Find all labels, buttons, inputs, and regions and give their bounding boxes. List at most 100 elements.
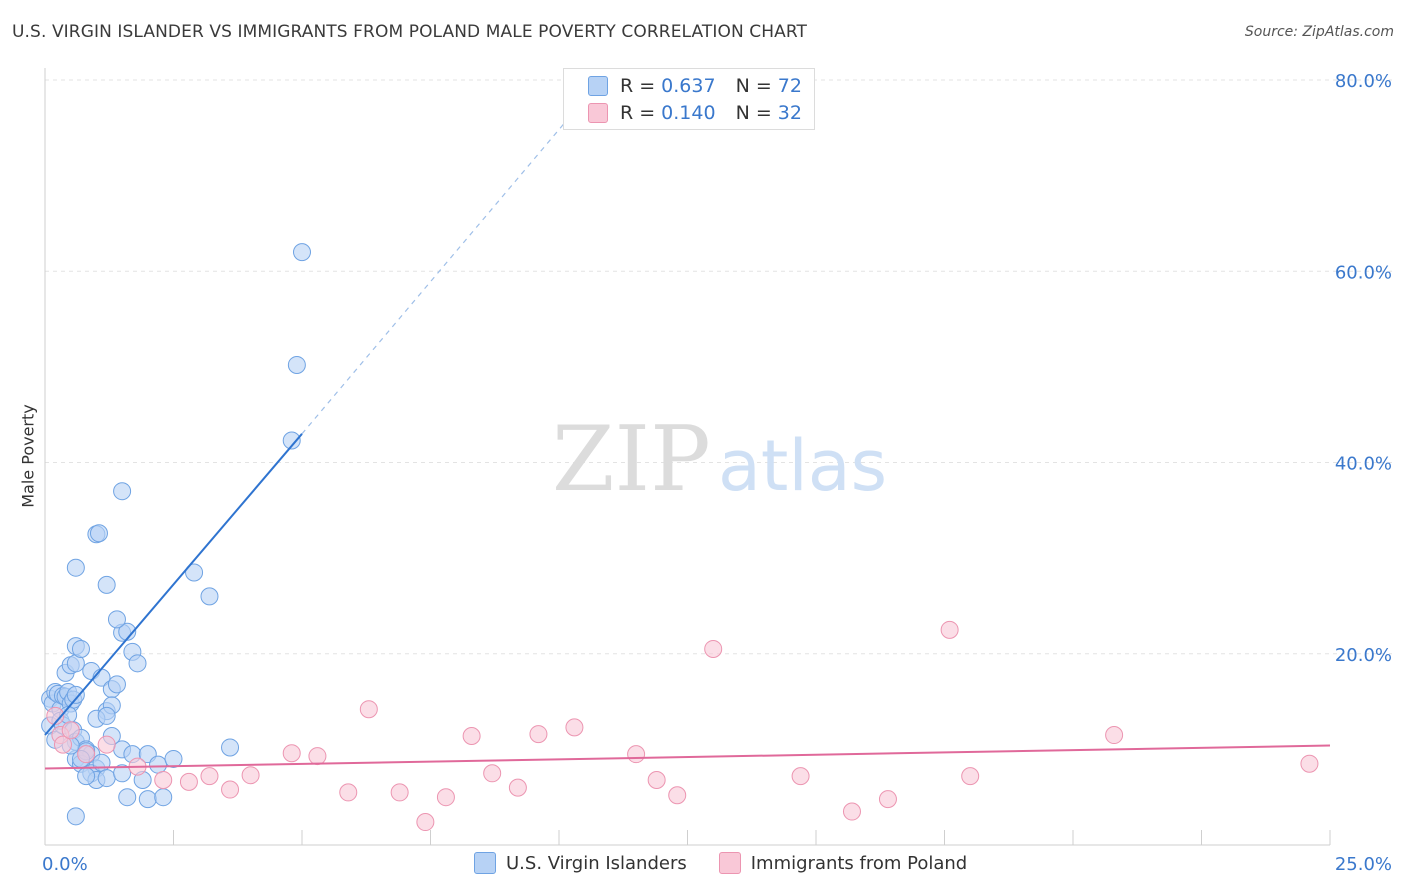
- y-tick-label: 20.0%: [1335, 645, 1392, 666]
- stats-swatch-blue: [588, 76, 608, 96]
- poland-point: [668, 786, 687, 805]
- poland-point: [940, 620, 959, 639]
- virgin-islanders-point: [71, 639, 90, 658]
- virgin-islanders-point: [77, 767, 96, 786]
- virgin-islanders-point: [293, 243, 311, 262]
- virgin-islanders-point: [107, 675, 126, 694]
- stats-legend: R = 0.637 N = 72 R = 0.140 N = 32: [563, 68, 815, 130]
- legend-item-virgin-islanders[interactable]: U.S. Virgin Islanders: [474, 852, 687, 874]
- poland-point: [339, 783, 358, 802]
- r-label: R =: [620, 102, 656, 124]
- poland-point: [221, 780, 240, 799]
- y-tick-label: 80.0%: [1335, 71, 1392, 92]
- x-tick-label-max: 25.0%: [1335, 854, 1392, 875]
- series-legend: U.S. Virgin Islanders Immigrants from Po…: [474, 852, 989, 874]
- poland-point: [462, 726, 481, 745]
- virgin-islanders-point: [164, 749, 183, 768]
- r-value: 0.637: [661, 75, 716, 97]
- chart-title: U.S. VIRGIN ISLANDER VS IMMIGRANTS FROM …: [12, 22, 808, 42]
- poland-point: [436, 788, 455, 807]
- poland-point: [627, 745, 646, 764]
- virgin-islanders-point: [66, 807, 85, 826]
- virgin-islanders-point: [118, 788, 137, 807]
- poland-point: [61, 721, 80, 740]
- virgin-islanders-point: [118, 622, 137, 641]
- y-tick-label: 60.0%: [1335, 262, 1392, 283]
- stats-row-pink: R = 0.140 N = 32: [588, 102, 802, 124]
- virgin-islanders-point: [287, 355, 306, 374]
- virgin-islanders-point: [128, 654, 147, 673]
- y-tick-labels: 20.0% 40.0% 60.0% 80.0%: [1335, 71, 1392, 666]
- virgin-islanders-point: [221, 738, 240, 757]
- virgin-islanders-point: [97, 769, 116, 788]
- virgin-islanders-point: [185, 563, 204, 582]
- series-virgin-islanders: [41, 243, 311, 826]
- trend-line-virgin-islanders: [44, 433, 303, 736]
- poland-point: [508, 778, 527, 797]
- virgin-islanders-point: [66, 685, 85, 704]
- stats-swatch-pink: [588, 103, 608, 123]
- y-axis-title: Male Poverty: [18, 404, 38, 508]
- y-tick-label: 40.0%: [1335, 454, 1392, 475]
- axes: [44, 68, 1331, 846]
- poland-point: [483, 764, 502, 783]
- poland-point: [77, 745, 96, 764]
- poland-point: [704, 639, 723, 658]
- series-poland: [46, 620, 1319, 832]
- poland-point: [200, 767, 219, 786]
- source-label: Source: ZipAtlas.com: [1244, 24, 1394, 40]
- poland-point: [416, 813, 435, 832]
- watermark-zip: ZIP: [552, 407, 711, 512]
- watermark-atlas: atlas: [718, 425, 887, 507]
- legend-swatch-pink: [718, 852, 741, 874]
- virgin-islanders-point: [97, 575, 116, 594]
- poland-point: [390, 783, 409, 802]
- grid-lines: [45, 79, 1392, 655]
- stats-row-blue: R = 0.637 N = 72: [588, 75, 802, 97]
- watermark: ZIP atlas: [552, 407, 887, 512]
- poland-point: [1300, 754, 1319, 773]
- virgin-islanders-point: [138, 790, 157, 809]
- poland-point: [878, 790, 897, 809]
- poland-point: [179, 772, 198, 791]
- poland-point: [97, 735, 116, 754]
- r-label: R =: [620, 75, 656, 97]
- virgin-islanders-point: [154, 788, 173, 807]
- trend-line-poland: [44, 744, 1331, 770]
- poland-point: [53, 735, 72, 754]
- virgin-islanders-point: [107, 610, 126, 629]
- poland-point: [359, 700, 378, 719]
- legend-swatch-blue: [474, 852, 496, 874]
- n-label: N =: [735, 75, 772, 97]
- poland-point: [241, 766, 260, 785]
- virgin-islanders-point: [282, 431, 301, 450]
- virgin-islanders-point: [66, 558, 85, 577]
- virgin-islanders-point: [92, 753, 111, 772]
- poland-point: [565, 718, 584, 737]
- x-tick-label-min: 0.0%: [42, 854, 88, 875]
- legend-label-poland: Immigrants from Poland: [750, 852, 968, 874]
- poland-point: [308, 747, 327, 766]
- legend-label-virgin-islanders: U.S. Virgin Islanders: [506, 852, 687, 874]
- poland-point: [961, 767, 980, 786]
- virgin-islanders-point: [97, 706, 116, 725]
- legend-item-poland[interactable]: Immigrants from Poland: [718, 852, 968, 874]
- r-value: 0.140: [661, 102, 716, 124]
- x-tick-labels: 0.0% 25.0%: [42, 854, 1392, 875]
- virgin-islanders-point: [200, 587, 219, 606]
- poland-point: [154, 770, 173, 789]
- trend-lines: [44, 98, 1331, 770]
- trend-line-virgin-islanders-extension: [301, 98, 586, 435]
- poland-point: [282, 744, 301, 763]
- n-label: N =: [735, 102, 772, 124]
- virgin-islanders-point: [113, 764, 132, 783]
- n-value: 32: [777, 102, 802, 124]
- n-value: 72: [777, 75, 802, 97]
- poland-point: [529, 725, 548, 744]
- poland-point: [842, 802, 861, 821]
- virgin-islanders-point: [89, 524, 108, 543]
- virgin-islanders-point: [113, 482, 132, 501]
- poland-point: [647, 770, 666, 789]
- poland-point: [1105, 726, 1124, 745]
